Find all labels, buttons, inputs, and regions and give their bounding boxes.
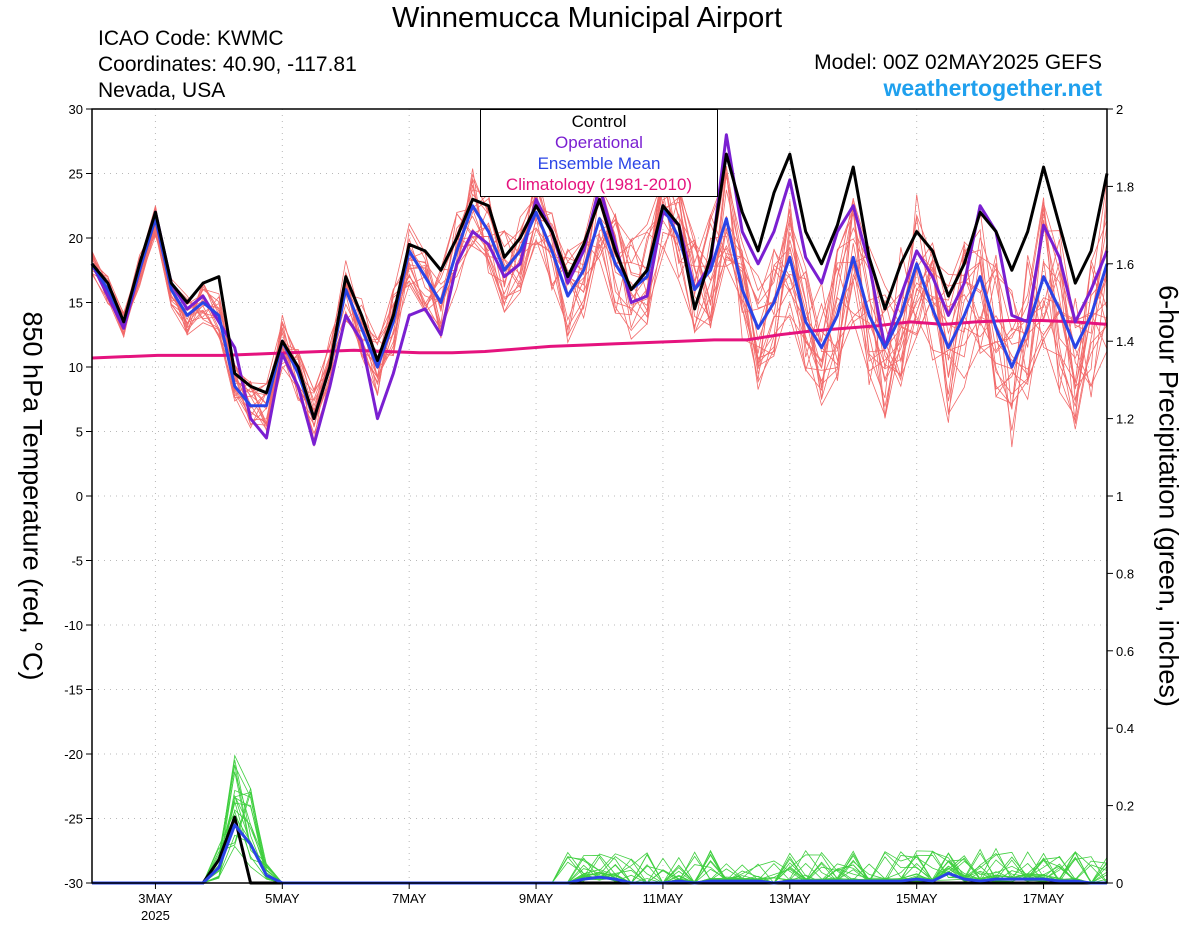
precip-member-line (92, 788, 1108, 884)
ensemble-members (91, 158, 1108, 884)
station-info: ICAO Code: KWMC Coordinates: 40.90, -117… (98, 26, 357, 104)
x-tick-label: 11MAY (643, 891, 684, 906)
precip-line-ensemble-mean (92, 823, 1107, 885)
x-tick-label: 17MAY (1023, 891, 1065, 906)
y2-tick-label: 0.4 (1116, 721, 1134, 736)
legend-operational: Operational (555, 133, 643, 152)
x-tick-label: 5MAY (265, 891, 300, 906)
region: Nevada, USA (98, 79, 226, 102)
y-tick-label: 25 (69, 167, 83, 182)
temp-member-line (91, 172, 1108, 441)
x-tick-label: 3MAY (138, 891, 173, 906)
y-tick-label: 20 (69, 231, 83, 246)
y-tick-label: 15 (69, 296, 83, 311)
y-tick-label: -25 (64, 812, 83, 827)
x-tick-label: 13MAY (769, 891, 811, 906)
x-tick-label: 9MAY (519, 891, 554, 906)
y2-axis-title: 6-hour Precipitation (green, inches) (1153, 285, 1184, 707)
y2-tick-label: 1.8 (1116, 179, 1134, 194)
axes: 302520151050-5-10-15-20-25-3021.81.61.41… (64, 102, 1134, 923)
y2-tick-label: 1 (1116, 489, 1123, 504)
precip-member-line (92, 810, 1107, 884)
series-line-ensemble-mean (90, 204, 1109, 421)
site-brand[interactable]: weathertogether.net (883, 75, 1102, 101)
x-tick-label: 7MAY (392, 891, 427, 906)
y2-tick-label: 1.4 (1116, 334, 1134, 349)
x-tick-label: 15MAY (896, 891, 938, 906)
icao-code: ICAO Code: KWMC (98, 27, 284, 50)
legend-control: Control (571, 112, 627, 131)
legend-climatology: Climatology (1981-2010) (505, 175, 693, 194)
y-tick-label: 30 (69, 102, 83, 117)
y-tick-label: -10 (64, 618, 83, 633)
y2-tick-label: 0.2 (1116, 799, 1134, 814)
y-tick-label: -30 (64, 876, 83, 891)
series-line-control (90, 152, 1109, 421)
plot-frame (91, 108, 1108, 884)
y-tick-label: 10 (69, 360, 83, 375)
y-axis-title: 850 hPa Temperature (red, °C) (17, 311, 48, 681)
coordinates: Coordinates: 40.90, -117.81 (98, 53, 357, 76)
y-tick-label: -15 (64, 683, 83, 698)
legend-ensemble-mean: Ensemble Mean (537, 154, 661, 173)
legend: Control Operational Ensemble Mean Climat… (480, 109, 718, 197)
precip-member-line (92, 771, 1107, 884)
temp-member-line (91, 200, 1108, 420)
y2-tick-label: 1.6 (1116, 257, 1134, 272)
chart-title: Winnemucca Municipal Airport (391, 2, 783, 34)
y-tick-label: -20 (64, 747, 83, 762)
y-tick-label: 0 (76, 489, 83, 504)
y2-tick-label: 1.2 (1116, 412, 1134, 427)
main-series (90, 133, 1109, 885)
y2-tick-label: 0 (1116, 876, 1123, 891)
precip-member-line (92, 764, 1107, 884)
y2-tick-label: 0.8 (1116, 566, 1134, 581)
y2-tick-label: 2 (1116, 102, 1123, 117)
temp-member-line (91, 180, 1108, 427)
y-tick-label: 5 (76, 425, 83, 440)
y-tick-label: -5 (71, 554, 83, 569)
temp-member-line (91, 200, 1108, 426)
grid-lines (92, 109, 1107, 883)
y2-tick-label: 0.6 (1116, 644, 1134, 659)
x-year-label: 2025 (141, 908, 170, 923)
model-run: Model: 00Z 02MAY2025 GEFS (814, 51, 1102, 74)
